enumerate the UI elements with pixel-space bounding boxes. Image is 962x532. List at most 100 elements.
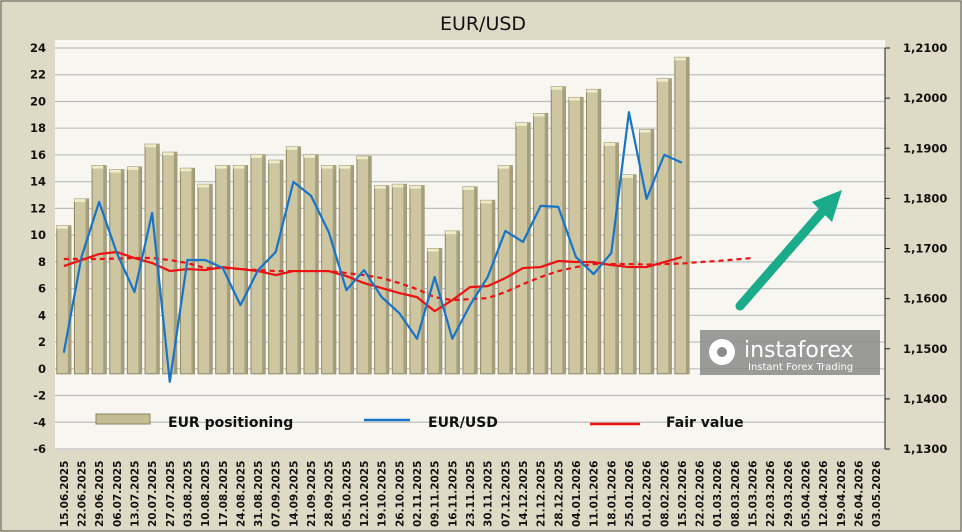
bar	[621, 174, 637, 375]
bar	[462, 186, 478, 375]
bar	[391, 183, 407, 375]
left-tick-label: 4	[38, 308, 46, 322]
legend-label-fair-value: Fair value	[666, 415, 744, 431]
trend-arrow-icon	[735, 190, 842, 311]
bar	[179, 167, 196, 375]
left-tick-label: 22	[30, 68, 46, 82]
x-tick-label: 29.03.2026	[783, 461, 795, 527]
bar	[568, 96, 584, 375]
x-tick-label: 29.06.2025	[94, 461, 106, 527]
x-tick-label: 23.11.2025	[465, 461, 477, 527]
x-tick-label: 26.10.2025	[394, 461, 406, 527]
bar	[91, 165, 107, 375]
bar	[409, 185, 425, 375]
x-tick-label: 04.01.2026	[571, 461, 583, 527]
x-tick-label: 17.08.2025	[218, 461, 230, 527]
x-tick-label: 22.02.2026	[695, 461, 707, 527]
x-tick-label: 26.04.2026	[854, 461, 866, 527]
x-tick-label: 11.01.2026	[589, 461, 601, 527]
x-tick-label: 15.02.2026	[677, 461, 689, 527]
x-tick-label: 05.10.2025	[341, 461, 353, 527]
bar	[109, 169, 125, 375]
left-tick-label: 24	[30, 41, 46, 55]
x-tick-label: 22.06.2025	[76, 461, 88, 527]
logo-name: instaforex	[744, 338, 854, 363]
x-tick-label: 13.07.2025	[129, 461, 141, 527]
x-tick-label: 08.02.2026	[659, 461, 671, 527]
legend: EUR positioning EUR/USD Fair value	[95, 413, 744, 431]
x-tick-label: 19.04.2026	[836, 461, 848, 527]
left-tick-label: 2	[38, 335, 46, 349]
x-tick-label: 06.07.2025	[112, 461, 124, 527]
left-tick-label: -4	[33, 415, 46, 429]
left-tick-label: 20	[30, 94, 46, 108]
right-tick-label: 1,1600	[903, 292, 947, 306]
x-tick-label: 25.01.2026	[624, 461, 636, 527]
left-tick-label: 6	[38, 282, 46, 296]
legend-label-positioning: EUR positioning	[168, 415, 293, 431]
bar	[268, 159, 284, 375]
bar	[197, 183, 213, 375]
x-tick-label: 01.03.2026	[712, 461, 724, 527]
x-tick-label: 28.12.2025	[553, 461, 565, 527]
x-tick-label: 09.11.2025	[430, 461, 442, 527]
x-tick-label: 02.11.2025	[412, 461, 424, 527]
x-tick-label: 22.03.2026	[765, 461, 777, 527]
right-tick-label: 1,2100	[903, 41, 947, 55]
right-tick-label: 1,1500	[903, 342, 947, 356]
fair-value-trend-line	[63, 256, 753, 302]
x-tick-label: 14.09.2025	[288, 461, 300, 527]
x-tick-label: 20.07.2025	[147, 461, 159, 527]
right-tick-label: 1,1900	[903, 141, 947, 155]
x-tick-label: 30.11.2025	[483, 461, 495, 527]
eurusd-line	[62, 111, 683, 383]
left-tick-label: 0	[38, 362, 46, 376]
bar	[356, 155, 372, 375]
instaforex-logo: instaforex Instant Forex Trading	[700, 330, 880, 375]
left-tick-label: 14	[30, 175, 46, 189]
right-tick-label: 1,1700	[903, 242, 947, 256]
x-tick-label: 18.01.2026	[606, 461, 618, 527]
x-tick-label: 03.08.2025	[182, 461, 194, 527]
left-tick-label: 10	[30, 228, 46, 242]
x-tick-label: 08.03.2026	[730, 461, 742, 527]
bar	[303, 154, 319, 375]
x-tick-label: 07.12.2025	[500, 461, 512, 527]
bar	[603, 142, 619, 375]
bar	[321, 165, 337, 375]
left-tick-label: -6	[33, 442, 46, 456]
x-tick-label: 16.11.2025	[447, 461, 459, 527]
bar	[550, 86, 566, 375]
x-tick-label: 03.05.2026	[871, 461, 883, 527]
bar	[285, 146, 301, 375]
x-tick-label: 12.10.2025	[359, 461, 371, 527]
bar	[338, 165, 354, 375]
bar	[444, 230, 460, 375]
x-tick-label: 15.06.2025	[59, 461, 71, 527]
x-tick-label: 21.12.2025	[536, 461, 548, 527]
x-tick-label: 27.07.2025	[165, 461, 177, 527]
bar	[515, 122, 531, 375]
left-tick-label: 16	[30, 148, 46, 162]
right-tick-label: 1,1300	[903, 442, 947, 456]
x-tick-label: 24.08.2025	[235, 461, 247, 527]
x-tick-label: 05.04.2026	[801, 461, 813, 527]
x-tick-label: 21.09.2025	[306, 461, 318, 527]
chart-title: EUR/USD	[440, 13, 526, 35]
bar	[656, 78, 672, 375]
left-tick-label: 18	[30, 121, 46, 135]
left-tick-label: 12	[30, 201, 46, 215]
logo-tagline: Instant Forex Trading	[748, 362, 853, 373]
bar	[586, 88, 602, 375]
legend-label-eurusd: EUR/USD	[428, 415, 498, 431]
right-tick-label: 1,2000	[903, 91, 947, 105]
x-tick-label: 10.08.2025	[200, 461, 212, 527]
legend-swatch-bar	[95, 413, 151, 425]
bar	[674, 56, 690, 375]
bar	[497, 165, 513, 375]
bar	[639, 129, 655, 375]
bar	[533, 112, 549, 375]
right-tick-label: 1,1800	[903, 191, 947, 205]
x-tick-label: 12.04.2026	[818, 461, 830, 527]
